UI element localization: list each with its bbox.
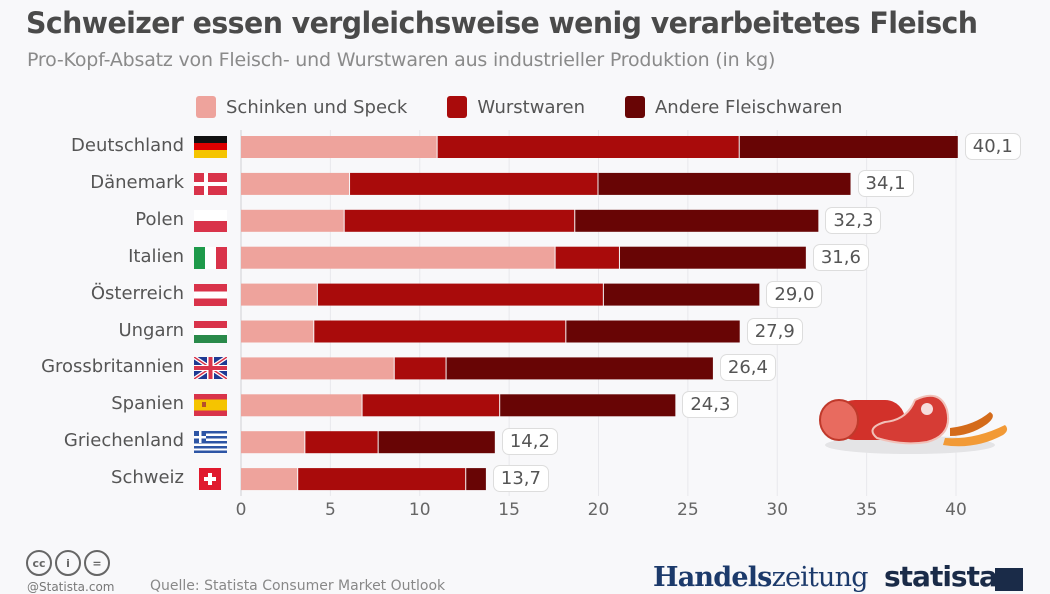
x-tick-label: 5 xyxy=(324,500,336,520)
x-tick-label: 40 xyxy=(945,500,967,520)
flag-pl-icon xyxy=(194,209,227,232)
legend-label: Wurstwaren xyxy=(477,96,585,118)
handelszeitung-logo: Handelszeitung xyxy=(653,562,869,593)
statista-logo: statista xyxy=(884,560,998,593)
bar-segment xyxy=(378,431,495,454)
category-label: Polen xyxy=(135,208,184,230)
bar-segment xyxy=(350,172,598,195)
x-tick-label: 35 xyxy=(855,500,878,520)
bar-segment xyxy=(575,209,819,232)
x-tick-label: 25 xyxy=(677,500,699,520)
total-label: 34,1 xyxy=(857,169,914,197)
bar-segment xyxy=(241,136,437,158)
legend-item-andere: Andere Fleischwaren xyxy=(624,96,843,118)
x-tick-label: 15 xyxy=(498,500,520,520)
x-tick-label: 20 xyxy=(587,500,610,520)
bar-segment xyxy=(619,246,806,269)
x-tick-label: 30 xyxy=(766,500,789,520)
logo-part: Handels xyxy=(653,562,772,593)
category-label: Spanien xyxy=(111,393,184,415)
flag-gb-icon xyxy=(194,357,227,380)
x-tick-label: 10 xyxy=(408,500,431,520)
flag-dk-icon xyxy=(194,172,227,195)
legend-item-schinken: Schinken und Speck xyxy=(196,96,407,118)
bar-segment xyxy=(241,468,298,491)
legend-swatch-andere xyxy=(624,96,645,118)
bar-segment xyxy=(241,431,305,454)
flag-es-icon xyxy=(194,394,227,417)
category-label: Österreich xyxy=(90,282,184,304)
legend-label: Schinken und Speck xyxy=(226,96,408,118)
bar-segment xyxy=(566,320,740,343)
bar-segment xyxy=(598,172,851,195)
bar-segment xyxy=(241,357,394,380)
total-label: 29,0 xyxy=(766,280,823,308)
category-label: Italien xyxy=(128,245,184,267)
no-derivatives-icon: = xyxy=(84,550,110,576)
total-label: 27,9 xyxy=(746,317,803,345)
flag-hu-icon xyxy=(194,320,227,343)
flag-at-icon xyxy=(194,283,227,306)
x-tick-label: 0 xyxy=(235,500,247,520)
bar-segment xyxy=(466,468,486,491)
category-label: Schweiz xyxy=(111,467,184,489)
flag-gr-icon xyxy=(194,431,227,454)
bar-segment xyxy=(241,209,344,232)
legend-swatch-schinken xyxy=(196,96,216,118)
chart-subtitle: Pro-Kopf-Absatz von Fleisch- und Wurstwa… xyxy=(27,49,776,71)
bar-segment xyxy=(298,468,466,491)
logo-part: zeitung xyxy=(771,562,869,593)
bar-segment xyxy=(555,246,619,269)
bar-segment xyxy=(314,320,566,343)
meat-illustration-icon xyxy=(819,394,1008,454)
total-label: 31,6 xyxy=(812,243,869,271)
bar-segment xyxy=(344,209,575,232)
flag-it-icon xyxy=(194,246,227,269)
bar-segment xyxy=(739,136,958,158)
total-label: 13,7 xyxy=(492,465,549,493)
source-note: Quelle: Statista Consumer Market Outlook xyxy=(150,578,446,594)
total-label: 24,3 xyxy=(682,391,739,419)
category-label: Deutschland xyxy=(71,135,184,156)
bar-segment xyxy=(241,246,555,269)
legend: Schinken und Speck Wurstwaren Andere Fle… xyxy=(196,96,882,118)
attribution-icon: i xyxy=(55,550,81,576)
license-icons: cc i = xyxy=(26,550,110,576)
bar-segment xyxy=(241,394,362,417)
flag-ch-icon xyxy=(194,468,227,491)
legend-swatch-wurstwaren xyxy=(447,96,468,118)
total-label: 14,2 xyxy=(501,428,558,456)
total-label: 32,3 xyxy=(825,206,882,234)
bar-segment xyxy=(500,394,676,417)
bar-segment xyxy=(603,283,760,306)
chart-title: Schweizer essen vergleichsweise wenig ve… xyxy=(26,6,978,40)
bar-segment xyxy=(317,283,603,306)
bar-segment xyxy=(305,431,378,454)
bar-segment xyxy=(362,394,500,417)
category-label: Ungarn xyxy=(118,319,184,341)
flag-de-icon xyxy=(194,136,227,158)
bar-segment xyxy=(241,172,350,195)
legend-label: Andere Fleischwaren xyxy=(654,96,843,118)
category-label: Grossbritannien xyxy=(41,356,184,378)
legend-item-wurstwaren: Wurstwaren xyxy=(447,96,585,118)
cc-icon: cc xyxy=(26,550,52,576)
category-label: Dänemark xyxy=(90,171,184,193)
bar-segment xyxy=(241,320,314,343)
statista-url[interactable]: @Statista.com xyxy=(27,580,115,594)
category-label: Griechenland xyxy=(63,430,184,452)
bar-segment xyxy=(241,283,317,306)
bar-segment xyxy=(437,136,739,158)
bar-segment xyxy=(446,357,713,380)
bar-segment xyxy=(394,357,446,380)
total-label: 40,1 xyxy=(964,133,1021,160)
statista-logo-icon xyxy=(995,568,1023,591)
total-label: 26,4 xyxy=(719,354,776,382)
